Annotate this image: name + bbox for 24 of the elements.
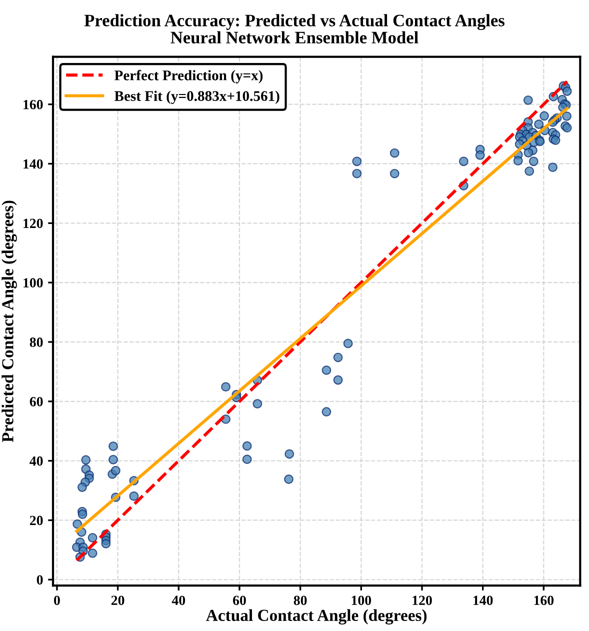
y-tick-label: 20 xyxy=(30,516,43,526)
x-tick-label: 40 xyxy=(172,596,186,606)
x-tick-label: 160 xyxy=(534,596,554,606)
x-axis-title: Actual Contact Angle (degrees) xyxy=(206,609,427,625)
y-tick-label: 160 xyxy=(24,100,43,110)
x-tick-label: 0 xyxy=(54,596,60,606)
x-tick-label: 100 xyxy=(352,596,372,606)
y-tick-label: 100 xyxy=(24,278,43,288)
x-tick-label: 80 xyxy=(294,596,307,606)
y-tick-label: 60 xyxy=(30,396,43,406)
legend-label: Best Fit (y=0.883x+10.561) xyxy=(114,90,280,104)
y-tick-label: 40 xyxy=(30,456,43,466)
y-tick-label: 0 xyxy=(36,575,43,585)
y-tick-label: 80 xyxy=(30,338,43,347)
chart-subtitle: Neural Network Ensemble Model xyxy=(170,31,418,44)
x-tick-label: 20 xyxy=(111,596,124,606)
y-tick-label: 140 xyxy=(24,159,43,169)
y-axis-title: Predicted Contact Angle (degrees) xyxy=(2,200,17,442)
chart-title: Prediction Accuracy: Predicted vs Actual Contact Angles xyxy=(84,14,504,30)
x-tick-label: 140 xyxy=(474,596,493,606)
y-tick-label: 120 xyxy=(24,218,43,228)
legend-label: Perfect Prediction (y=x) xyxy=(114,70,263,84)
x-tick-label: 60 xyxy=(233,596,246,606)
x-tick-label: 120 xyxy=(412,596,432,606)
